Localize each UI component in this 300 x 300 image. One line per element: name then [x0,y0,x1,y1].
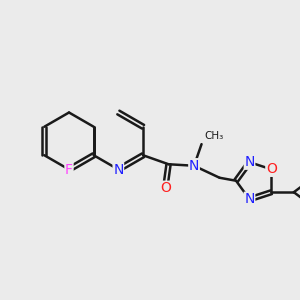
Text: O: O [266,162,277,176]
Text: N: N [189,159,199,173]
Text: N: N [244,192,255,206]
Text: CH₃: CH₃ [204,131,223,141]
Text: N: N [244,155,255,169]
Text: F: F [65,163,73,176]
Text: N: N [113,163,124,176]
Text: O: O [160,181,171,195]
